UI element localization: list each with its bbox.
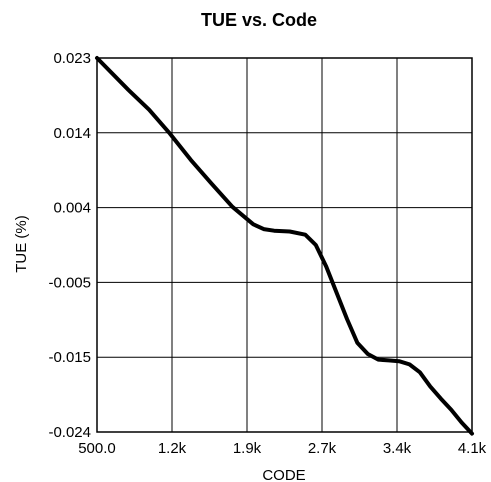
y-tick-label: -0.024 <box>48 424 91 441</box>
y-tick-label: 0.014 <box>53 125 91 142</box>
x-tick-label: 3.4k <box>383 440 412 457</box>
x-tick-label: 4.1k <box>458 440 487 457</box>
plot-frame <box>96 57 473 433</box>
x-axis-label: CODE <box>262 467 305 482</box>
y-tick-label: -0.005 <box>48 274 91 291</box>
x-tick-label: 500.0 <box>78 440 116 457</box>
y-tick-label: 0.023 <box>53 50 91 67</box>
x-tick-label: 1.9k <box>233 440 262 457</box>
y-axis-label: TUE (%) <box>13 215 30 273</box>
tick-labels: 500.0 1.2k 1.9k 2.7k 3.4k 4.1k 0.023 0.014 0.004… <box>48 50 486 457</box>
y-tick-label: -0.015 <box>48 349 91 366</box>
x-tick-label: 2.7k <box>308 440 337 457</box>
y-tick-label: 0.004 <box>53 200 91 217</box>
chart-title: TUE vs. Code <box>201 10 317 30</box>
x-tick-label: 1.2k <box>158 440 187 457</box>
grid <box>97 58 472 432</box>
tue-series-line <box>95 56 474 436</box>
